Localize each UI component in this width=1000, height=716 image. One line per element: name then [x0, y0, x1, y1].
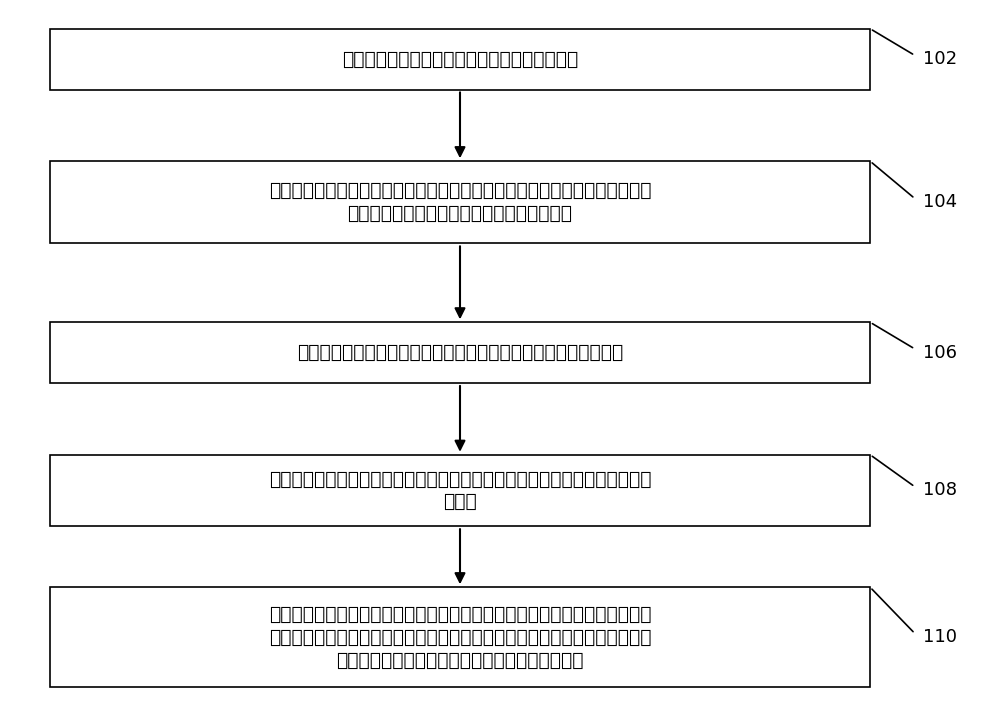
Text: 波束合成方法确定对应粒子样本的接收方向图: 波束合成方法确定对应粒子样本的接收方向图 [348, 204, 572, 223]
Text: 根据每一所述粒子样本的接收方向图，确定对应粒子样本的适应度: 根据每一所述粒子样本的接收方向图，确定对应粒子样本的适应度 [297, 343, 623, 362]
Text: 102: 102 [923, 50, 957, 68]
Text: 在所述本次迭代最优粒子样本的适应度不满足特定条件的情况下，根据所述本: 在所述本次迭代最优粒子样本的适应度不满足特定条件的情况下，根据所述本 [269, 605, 651, 624]
Text: 获取样本群中的每一粒子样本对应的关键参数值: 获取样本群中的每一粒子样本对应的关键参数值 [342, 49, 578, 69]
Text: 直至所述最优粒子样本的适应度满足所述特定条件: 直至所述最优粒子样本的适应度满足所述特定条件 [336, 651, 584, 669]
Text: 110: 110 [923, 628, 957, 647]
Text: 104: 104 [923, 193, 957, 211]
FancyBboxPatch shape [50, 455, 870, 526]
Text: 根据每一所述粒子样本的适应度，对粒子样本进行排序，确定本次迭代最优粒: 根据每一所述粒子样本的适应度，对粒子样本进行排序，确定本次迭代最优粒 [269, 470, 651, 488]
FancyBboxPatch shape [50, 29, 870, 90]
Text: 次迭代最优粒子样本的适应度，更新所述样本群并进行新一轮迭代，重复迭代: 次迭代最优粒子样本的适应度，更新所述样本群并进行新一轮迭代，重复迭代 [269, 628, 651, 647]
Text: 子样本: 子样本 [443, 493, 477, 511]
FancyBboxPatch shape [50, 322, 870, 383]
Text: 108: 108 [923, 481, 957, 500]
FancyBboxPatch shape [50, 587, 870, 687]
FancyBboxPatch shape [50, 161, 870, 243]
Text: 根据预设的雷达信号参数值和每一所述粒子样本对应的关键参数值，应用最优: 根据预设的雷达信号参数值和每一所述粒子样本对应的关键参数值，应用最优 [269, 181, 651, 200]
Text: 106: 106 [923, 344, 957, 362]
